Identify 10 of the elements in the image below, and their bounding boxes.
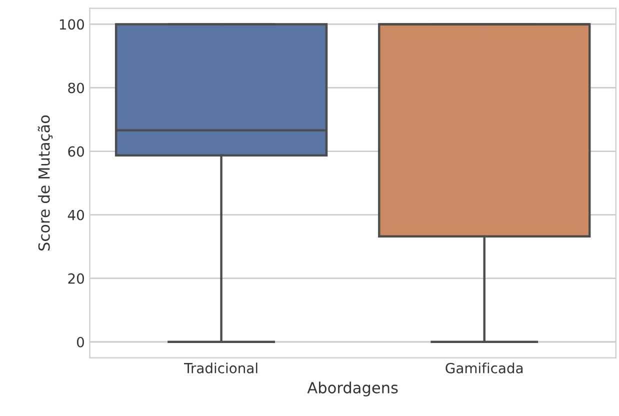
y-tick-label: 60	[68, 146, 84, 157]
y-axis-title: Score de Mutação	[38, 115, 53, 250]
x-tick-label: Gamificada	[446, 362, 523, 374]
y-tick-label: 40	[68, 210, 84, 220]
y-tick-label: 20	[68, 273, 84, 284]
y-tick-label: 80	[68, 82, 84, 94]
x-tick-label: Tradicional	[184, 362, 258, 374]
y-tick-label: 100	[60, 19, 84, 30]
y-tick-label: 0	[76, 336, 84, 348]
x-axis-title: Abordagens	[307, 382, 398, 396]
